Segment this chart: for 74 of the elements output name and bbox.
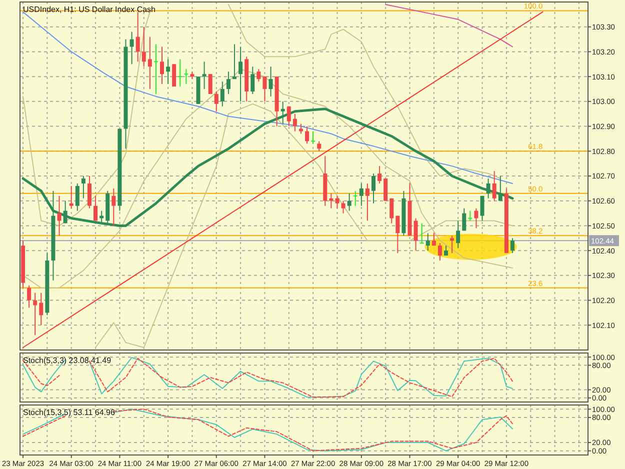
candlestick	[250, 66, 255, 94]
candlestick	[142, 26, 146, 68]
candlestick	[329, 192, 334, 209]
candlestick	[94, 195, 98, 222]
candlestick	[426, 232, 430, 252]
candlestick	[438, 242, 442, 262]
candlestick	[486, 178, 490, 199]
candlestick	[39, 292, 44, 326]
candlestick	[456, 220, 460, 249]
candlestick	[202, 61, 206, 90]
candlestick	[498, 176, 502, 202]
candlestick	[112, 188, 116, 226]
line-series	[228, 4, 501, 179]
line-series	[22, 11, 150, 226]
candlestick	[148, 36, 152, 90]
candlestick	[208, 74, 212, 94]
candlestick	[75, 182, 80, 212]
candlestick	[87, 176, 92, 209]
candlestick	[317, 140, 322, 152]
candlestick	[160, 46, 164, 85]
candlestick	[384, 178, 388, 202]
candlestick	[130, 31, 134, 65]
candlestick	[166, 58, 170, 85]
candlestick	[262, 76, 267, 102]
candlestick	[153, 44, 158, 94]
candlestick	[305, 126, 310, 144]
candlestick	[492, 170, 496, 202]
candlestick	[214, 90, 218, 112]
candlestick	[474, 208, 478, 229]
candlestick	[359, 182, 364, 206]
candlestick	[238, 46, 243, 102]
candlestick	[100, 210, 104, 224]
candlestick	[352, 190, 358, 206]
chart-title: Stoch(15,3,5) 53.11 64.96	[23, 408, 116, 417]
candlestick	[226, 71, 230, 94]
candlestick	[371, 173, 376, 204]
candlestick	[378, 166, 382, 184]
candlestick	[27, 284, 32, 308]
candlestick	[184, 68, 189, 85]
candlestick	[310, 130, 316, 144]
candlestick	[419, 222, 424, 244]
candlestick	[57, 195, 62, 236]
candlestick	[462, 208, 466, 232]
line-series	[22, 359, 66, 392]
candlestick	[172, 64, 176, 88]
candlestick	[220, 81, 224, 107]
candlestick	[396, 215, 400, 254]
candlestick	[298, 123, 303, 134]
line-series	[113, 408, 513, 452]
candlestick	[414, 218, 418, 252]
candlestick	[335, 195, 340, 209]
candlestick	[256, 68, 261, 82]
candlestick	[63, 200, 68, 224]
candlestick	[136, 11, 140, 62]
line-series	[385, 4, 513, 48]
candlestick	[347, 192, 352, 212]
candlestick	[292, 113, 297, 132]
candlestick	[178, 58, 183, 88]
chart-title: Stoch(5,3,3) 23.08 41.49	[23, 356, 112, 365]
candlestick	[390, 198, 394, 224]
candlestick	[81, 176, 86, 199]
candlestick	[232, 44, 237, 80]
candlestick	[286, 106, 291, 127]
line-series	[22, 11, 513, 184]
candlestick	[510, 238, 514, 254]
candlestick	[365, 182, 370, 222]
candlestick	[468, 210, 473, 222]
candlestick	[33, 292, 38, 336]
candlestick	[432, 232, 436, 246]
candlestick	[268, 66, 273, 97]
candlestick	[450, 235, 454, 254]
candlestick	[69, 185, 74, 209]
candlestick	[341, 200, 346, 214]
candlestick	[480, 195, 484, 222]
